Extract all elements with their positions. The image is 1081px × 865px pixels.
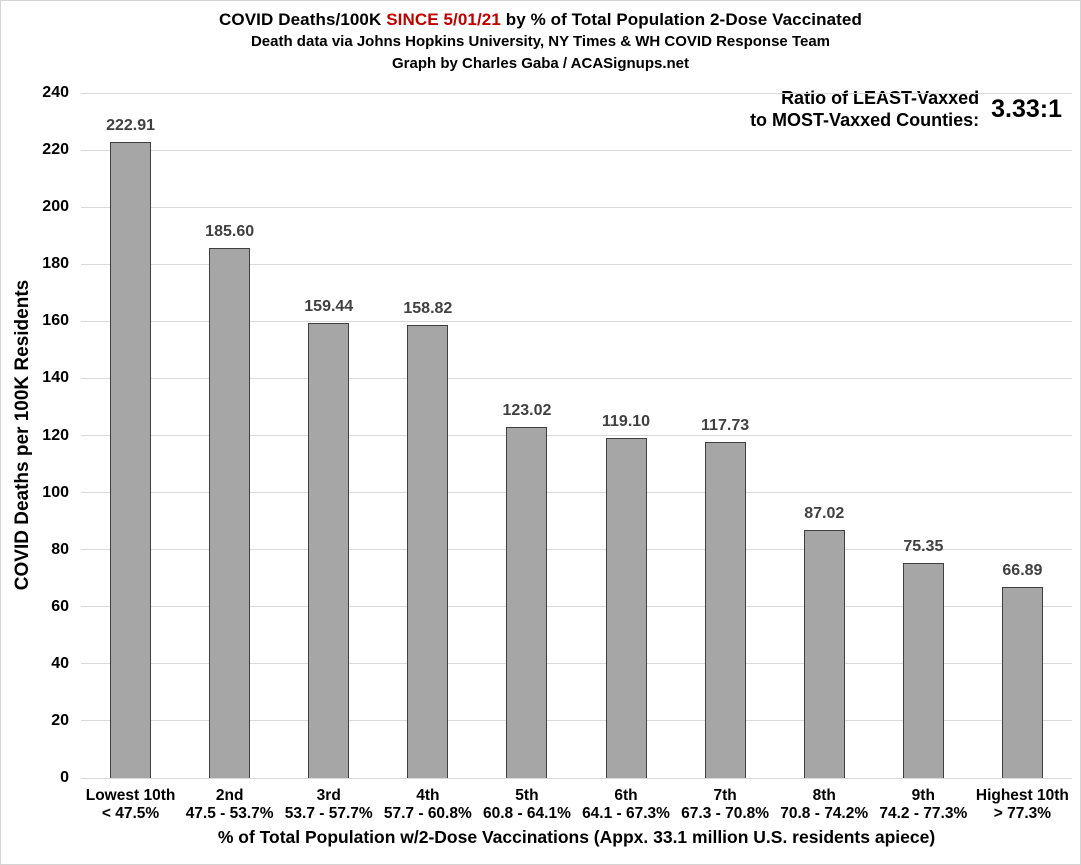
- x-category-tier: 4th: [378, 787, 477, 805]
- x-category-tier: 7th: [676, 787, 775, 805]
- x-category-range: 57.7 - 60.8%: [378, 805, 477, 823]
- bar-value-label: 123.02: [477, 402, 576, 420]
- x-category-tier: 5th: [477, 787, 576, 805]
- x-category-range: 47.5 - 53.7%: [180, 805, 279, 823]
- bar: [407, 325, 448, 778]
- x-axis-category-labels: Lowest 10th< 47.5%2nd47.5 - 53.7%3rd53.7…: [81, 787, 1072, 823]
- gridline: [81, 207, 1072, 208]
- bar-value-label: 158.82: [378, 300, 477, 318]
- y-tick-label: 160: [17, 312, 69, 330]
- x-category-tier: 2nd: [180, 787, 279, 805]
- chart-canvas: COVID Deaths/100K SINCE 5/01/21 by % of …: [0, 0, 1081, 865]
- x-category-label: 9th74.2 - 77.3%: [874, 787, 973, 823]
- x-category-tier: 9th: [874, 787, 973, 805]
- gridline: [81, 150, 1072, 151]
- chart-credit: Graph by Charles Gaba / ACASignups.net: [1, 53, 1080, 75]
- y-tick-label: 240: [17, 84, 69, 102]
- x-category-range: 64.1 - 67.3%: [576, 805, 675, 823]
- x-category-range: 67.3 - 70.8%: [676, 805, 775, 823]
- gridline: [81, 93, 1072, 94]
- x-category-label: 2nd47.5 - 53.7%: [180, 787, 279, 823]
- y-tick-label: 20: [17, 712, 69, 730]
- x-category-tier: Highest 10th: [973, 787, 1072, 805]
- plot-area: 020406080100120140160180200220240222.911…: [81, 93, 1072, 778]
- y-tick-label: 140: [17, 369, 69, 387]
- bar: [903, 563, 944, 778]
- y-tick-label: 0: [17, 769, 69, 787]
- x-category-label: 8th70.8 - 74.2%: [775, 787, 874, 823]
- x-category-range: > 77.3%: [973, 805, 1072, 823]
- chart-title-prefix: COVID Deaths/100K: [219, 10, 386, 29]
- chart-subtitle: Death data via Johns Hopkins University,…: [1, 31, 1080, 53]
- x-category-range: 70.8 - 74.2%: [775, 805, 874, 823]
- x-category-tier: 8th: [775, 787, 874, 805]
- bar-value-label: 159.44: [279, 298, 378, 316]
- bar: [804, 530, 845, 778]
- y-tick-label: 60: [17, 598, 69, 616]
- x-category-range: < 47.5%: [81, 805, 180, 823]
- x-axis-title: % of Total Population w/2-Dose Vaccinati…: [81, 827, 1072, 848]
- x-category-label: 5th60.8 - 64.1%: [477, 787, 576, 823]
- x-category-tier: Lowest 10th: [81, 787, 180, 805]
- y-tick-label: 80: [17, 541, 69, 559]
- bar-value-label: 66.89: [973, 562, 1072, 580]
- x-category-label: 6th64.1 - 67.3%: [576, 787, 675, 823]
- bar: [506, 427, 547, 778]
- y-tick-label: 100: [17, 484, 69, 502]
- bar-value-label: 185.60: [180, 223, 279, 241]
- bar: [308, 323, 349, 778]
- x-category-range: 53.7 - 57.7%: [279, 805, 378, 823]
- chart-title: COVID Deaths/100K SINCE 5/01/21 by % of …: [1, 8, 1080, 31]
- x-category-label: 4th57.7 - 60.8%: [378, 787, 477, 823]
- x-category-range: 74.2 - 77.3%: [874, 805, 973, 823]
- x-category-label: 7th67.3 - 70.8%: [676, 787, 775, 823]
- bar-value-label: 222.91: [81, 117, 180, 135]
- x-category-label: 3rd53.7 - 57.7%: [279, 787, 378, 823]
- bar-value-label: 87.02: [775, 505, 874, 523]
- y-tick-label: 220: [17, 141, 69, 159]
- title-block: COVID Deaths/100K SINCE 5/01/21 by % of …: [1, 8, 1080, 75]
- bar: [606, 438, 647, 778]
- y-tick-label: 120: [17, 427, 69, 445]
- bar: [705, 442, 746, 778]
- chart-title-suffix: by % of Total Population 2-Dose Vaccinat…: [501, 10, 862, 29]
- x-category-tier: 3rd: [279, 787, 378, 805]
- x-category-range: 60.8 - 64.1%: [477, 805, 576, 823]
- bar-value-label: 119.10: [577, 413, 676, 431]
- y-tick-label: 180: [17, 255, 69, 273]
- bar: [110, 142, 151, 778]
- x-category-label: Lowest 10th< 47.5%: [81, 787, 180, 823]
- bar: [209, 248, 250, 778]
- bar-value-label: 75.35: [874, 538, 973, 556]
- y-tick-label: 40: [17, 655, 69, 673]
- x-category-label: Highest 10th> 77.3%: [973, 787, 1072, 823]
- y-tick-label: 200: [17, 198, 69, 216]
- x-category-tier: 6th: [576, 787, 675, 805]
- bar: [1002, 587, 1043, 778]
- bar-value-label: 117.73: [676, 417, 775, 435]
- chart-title-highlight: SINCE 5/01/21: [386, 10, 501, 29]
